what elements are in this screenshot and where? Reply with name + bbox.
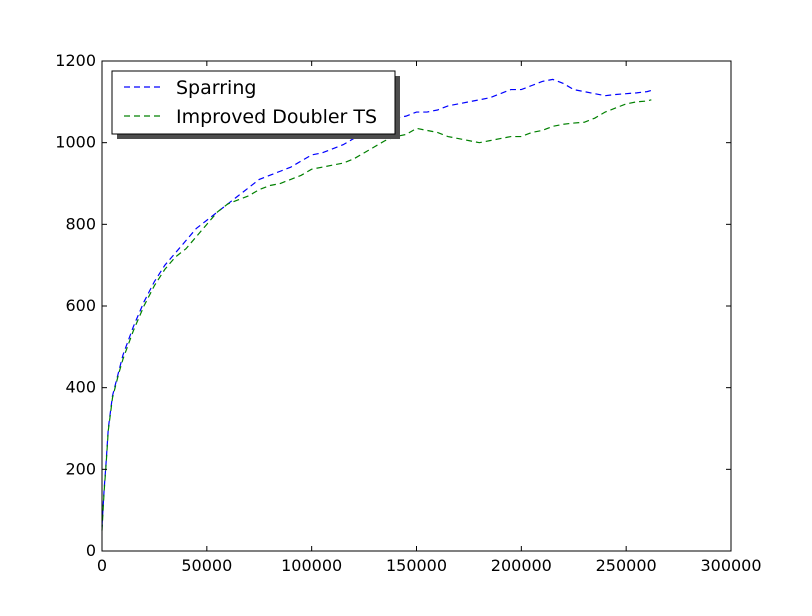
y-tick-label: 800	[65, 214, 96, 233]
legend-label-0: Sparring	[176, 77, 256, 99]
y-tick-label: 0	[86, 541, 96, 560]
legend-label-1: Improved Doubler TS	[176, 106, 377, 128]
x-tick-label: 50000	[181, 556, 232, 575]
x-tick-label: 0	[97, 556, 107, 575]
y-tick-label: 200	[65, 459, 96, 478]
y-tick-label: 1000	[55, 133, 96, 152]
y-tick-label: 1200	[55, 51, 96, 70]
series-line-1	[101, 99, 652, 531]
y-tick-label: 600	[65, 296, 96, 315]
legend-box	[111, 70, 396, 135]
x-tick-label: 250000	[596, 556, 657, 575]
x-tick-label: 100000	[281, 556, 342, 575]
axes: 0 50000 100000 150000 200000 250000 300000 0 200…	[55, 51, 761, 575]
y-tick-label: 400	[65, 378, 96, 397]
legend: Sparring Improved Doubler TS	[111, 70, 400, 139]
x-tick-label: 150000	[386, 556, 447, 575]
x-tick-label: 300000	[700, 556, 761, 575]
x-tick-label: 200000	[491, 556, 552, 575]
